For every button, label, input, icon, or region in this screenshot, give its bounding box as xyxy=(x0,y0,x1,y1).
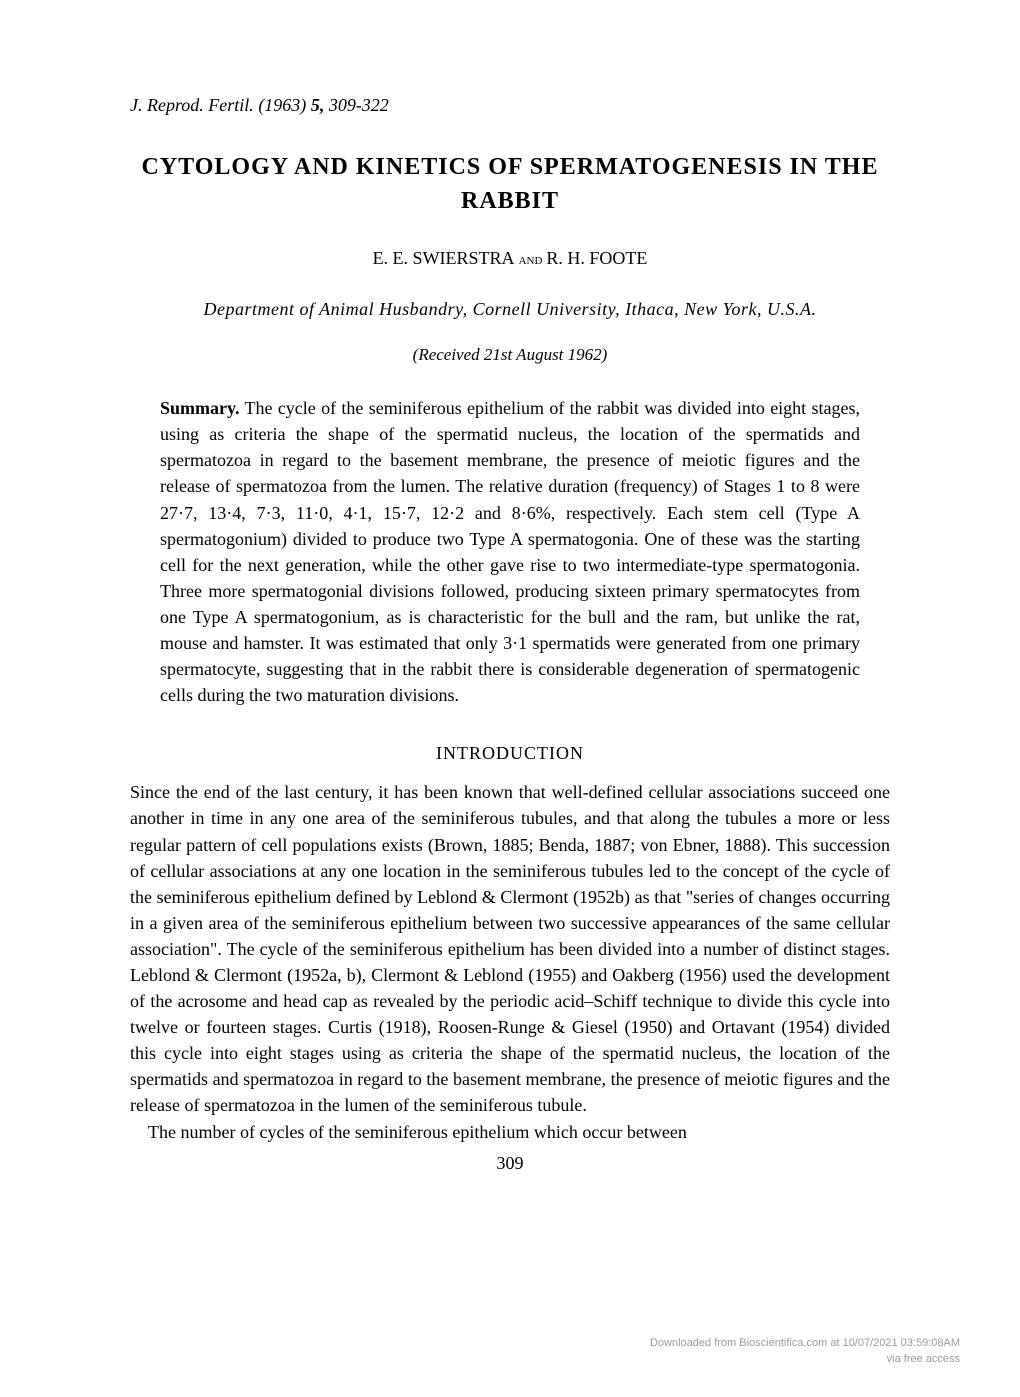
affiliation: Department of Animal Husbandry, Cornell … xyxy=(130,299,890,320)
journal-pages: 309-322 xyxy=(329,95,389,115)
summary-section: Summary. The cycle of the seminiferous e… xyxy=(160,395,860,708)
author-1: E. E. SWIERSTRA xyxy=(373,248,515,268)
introduction-body: Since the end of the last century, it ha… xyxy=(130,779,890,1144)
author-2: R. H. FOOTE xyxy=(546,248,647,268)
introduction-para-2: The number of cycles of the seminiferous… xyxy=(130,1119,890,1145)
summary-paragraph: Summary. The cycle of the seminiferous e… xyxy=(160,395,860,708)
introduction-para-1: Since the end of the last century, it ha… xyxy=(130,779,890,1118)
summary-label: Summary. xyxy=(160,398,240,418)
received-date: (Received 21st August 1962) xyxy=(130,345,890,365)
article-title: CYTOLOGY AND KINETICS OF SPERMATOGENESIS… xyxy=(130,151,890,218)
footer-line-1: Downloaded from Bioscientifica.com at 10… xyxy=(650,1336,960,1351)
summary-body: The cycle of the seminiferous epithelium… xyxy=(160,398,860,705)
journal-reference: J. Reprod. Fertil. (1963) 5, 309-322 xyxy=(130,95,890,116)
author-and: and xyxy=(515,251,547,268)
footer-line-2: via free access xyxy=(650,1352,960,1367)
authors: E. E. SWIERSTRA and R. H. FOOTE xyxy=(130,248,890,269)
journal-year: (1963) xyxy=(258,95,306,115)
page-content: J. Reprod. Fertil. (1963) 5, 309-322 CYT… xyxy=(0,0,1020,1214)
page-number: 309 xyxy=(130,1153,890,1174)
journal-volume: 5, xyxy=(311,95,325,115)
download-footer: Downloaded from Bioscientifica.com at 10… xyxy=(650,1336,960,1367)
journal-name: J. Reprod. Fertil. xyxy=(130,95,254,115)
introduction-heading: INTRODUCTION xyxy=(130,743,890,764)
